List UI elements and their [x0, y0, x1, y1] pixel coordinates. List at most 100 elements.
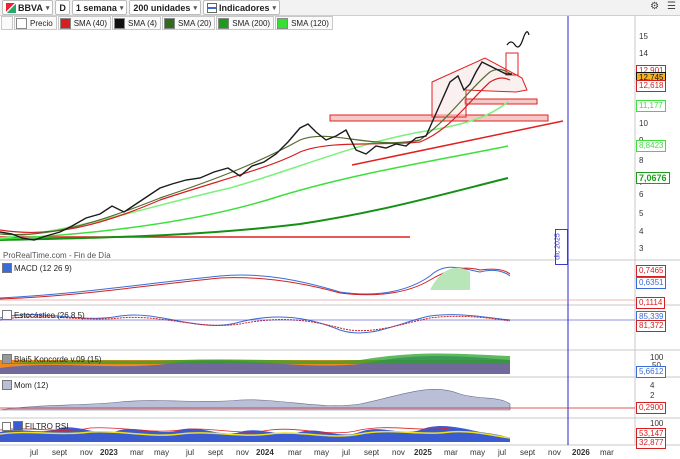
resistance-zone[interactable] [464, 98, 538, 105]
sma20-line [0, 68, 513, 236]
legend-swatch [218, 17, 230, 29]
pane-title-label: Mom (12) [14, 380, 49, 390]
axis-tick: 3 [639, 244, 644, 253]
x-tick: jul [30, 448, 39, 457]
sma120-line [0, 145, 509, 240]
indicators-button[interactable]: Indicadores ▾ [202, 0, 280, 15]
x-tick: sept [520, 448, 536, 457]
x-tick: nov [392, 448, 405, 457]
interval-label: D [59, 2, 66, 13]
pane-title-stochastic[interactable]: Estocástico (26 8 5) [2, 310, 85, 320]
checkbox-icon[interactable] [2, 421, 11, 431]
macd-line [0, 266, 511, 299]
stock-icon [6, 2, 16, 13]
x-tick: nov [236, 448, 249, 457]
units-selector[interactable]: 200 unidades ▾ [129, 0, 201, 15]
pane-title-label: MACD (12 26 9) [14, 263, 72, 273]
legend-swatch [114, 17, 126, 29]
stoch-k-line [0, 314, 511, 334]
axis-tick: 100 [650, 353, 664, 362]
indicators-icon [206, 2, 217, 13]
price-line [0, 61, 512, 241]
value-badge: 11,177 [636, 100, 666, 112]
pane-icon [2, 263, 12, 273]
x-tick: sept [364, 448, 380, 457]
rsi-area [0, 426, 510, 442]
axis-tick: 14 [639, 49, 648, 58]
pane-icon [2, 310, 12, 320]
legend-label: SMA (120) [291, 18, 329, 28]
period-selector[interactable]: 1 semana ▾ [71, 0, 128, 15]
x-tick: jul [498, 448, 507, 457]
x-tick: nov [548, 448, 561, 457]
x-tick: mar [130, 448, 144, 457]
x-tick: may [470, 448, 486, 457]
pane-icon [2, 354, 12, 364]
value-badge: 8,8423 [636, 140, 667, 152]
chevron-down-icon: ▾ [45, 4, 50, 12]
rsi-red-line [0, 427, 451, 434]
value-badge: 12,618 [636, 80, 667, 92]
legend-sma4[interactable]: SMA (4) [112, 16, 161, 30]
x-tick: sept [52, 448, 68, 457]
rsi-yellow-line [0, 430, 511, 439]
interval-button[interactable]: D [55, 0, 70, 15]
axis-tick: 4 [650, 381, 655, 390]
x-tick: sept [208, 448, 224, 457]
x-tick: mar [444, 448, 458, 457]
value-badge: 32,877 [636, 437, 667, 449]
flag-icon[interactable] [1, 16, 13, 30]
pane-title-rsi[interactable]: FILTRO RSI [2, 421, 68, 431]
axis-tick: 2 [650, 391, 655, 400]
pane-title-momentum[interactable]: Mom (12) [2, 380, 48, 390]
legend-sma40[interactable]: SMA (40) [57, 16, 112, 30]
pane-title-koncorde[interactable]: Blai5 Koncorde v.09 (15) [2, 354, 101, 364]
pane-title-label: Estocástico (26 8 5) [14, 310, 85, 320]
period-label: 1 semana [75, 2, 117, 13]
axis-tick: 4 [639, 227, 644, 236]
x-tick: mar [600, 448, 614, 457]
value-badge: 5,6612 [636, 366, 667, 378]
momentum-area [0, 389, 511, 411]
legend-price[interactable]: Precio [14, 16, 57, 30]
x-tick: 2024 [256, 448, 274, 457]
axis-tick: 100 [650, 419, 664, 428]
x-tick: mar [288, 448, 302, 457]
value-badge: 0,1114 [636, 297, 666, 309]
chevron-down-icon: ▾ [193, 4, 197, 12]
axis-tick: 10 [639, 119, 648, 128]
legend-label: SMA (20) [177, 18, 212, 28]
koncorde-green [0, 353, 510, 364]
x-tick: may [314, 448, 330, 457]
legend-swatch [16, 17, 27, 29]
date-marker-text: dic 2025 [554, 233, 562, 260]
legend-sma20[interactable]: SMA (20) [161, 16, 216, 30]
legend-swatch [59, 17, 71, 29]
legend-sma200[interactable]: SMA (200) [216, 16, 275, 30]
legend-swatch [277, 17, 289, 29]
value-badge: 0,2900 [636, 402, 667, 414]
value-badge: 0,6351 [636, 277, 667, 289]
pane-icon [13, 421, 23, 431]
axis-tick: 50 [652, 361, 661, 370]
x-tick: jul [342, 448, 351, 457]
axis-tick: 8 [639, 156, 644, 165]
symbol-selector[interactable]: BBVA ▾ [2, 0, 54, 15]
value-badge: 81,372 [636, 320, 667, 332]
trend-line[interactable] [351, 120, 564, 166]
pane-title-macd[interactable]: MACD (12 26 9) [2, 263, 72, 273]
settings-icon[interactable]: ⚙ [650, 1, 660, 12]
value-badge: 7,0676 [636, 172, 670, 184]
x-tick: jul [186, 448, 195, 457]
menu-icon[interactable]: ☰ [667, 1, 676, 12]
axis-tick: 15 [639, 32, 648, 41]
legend-swatch [163, 17, 175, 29]
legend-sma120[interactable]: SMA (120) [275, 16, 333, 30]
projection-scribble[interactable] [506, 31, 530, 48]
pane-title-label: FILTRO RSI [25, 421, 69, 431]
pane-icon [2, 380, 12, 390]
date-marker-label[interactable]: dic 2025 [555, 229, 568, 265]
macd-signal-line [0, 267, 511, 300]
value-badge: 0,7465 [636, 265, 667, 277]
